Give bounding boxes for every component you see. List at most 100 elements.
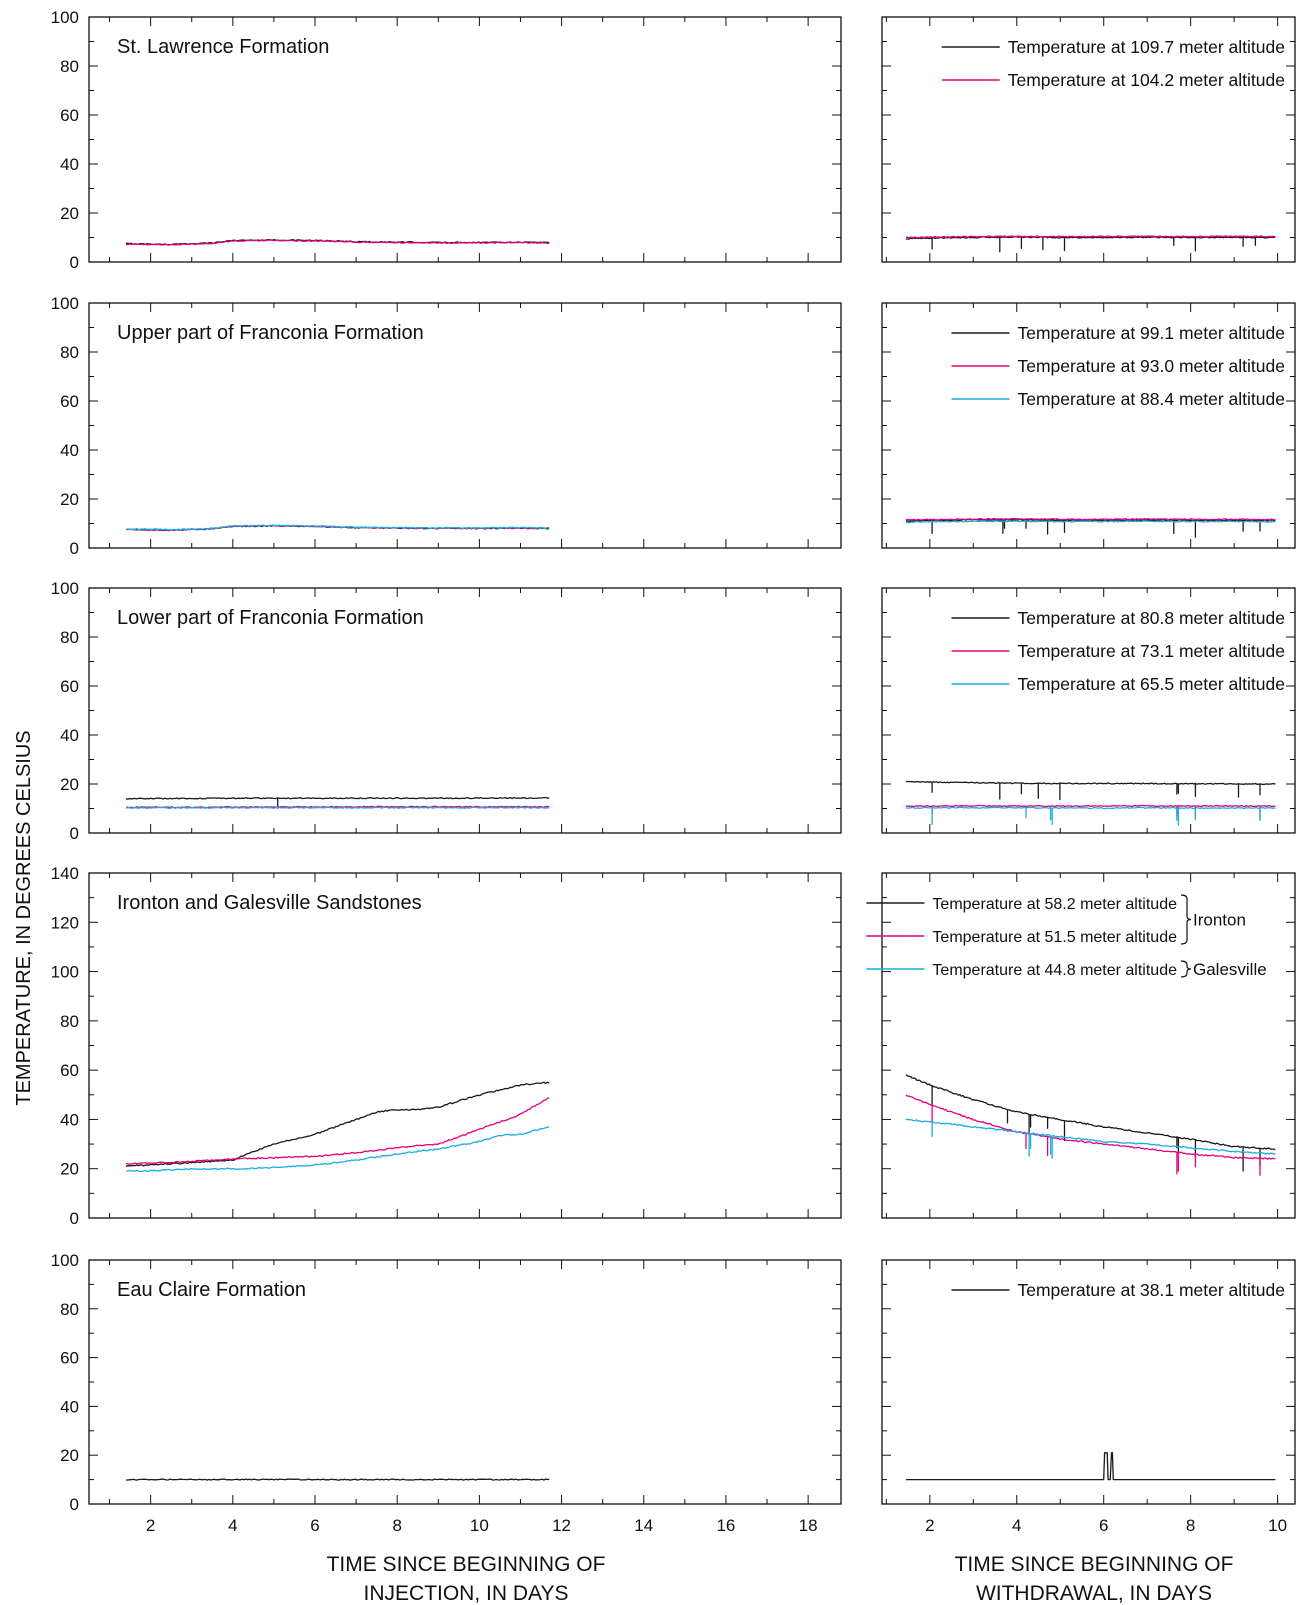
x-axis-label-left-line2: INJECTION, IN DAYS	[364, 1582, 569, 1605]
chart-panel-4: 0 20 40 60 80 100 Lower part of Franconia Form…	[51, 579, 842, 843]
x-tick-label: 4	[228, 1516, 237, 1535]
x-tick-label: 8	[1186, 1516, 1195, 1535]
y-tick-label: 80	[60, 57, 79, 76]
series-line-cyan	[905, 806, 1276, 826]
series-line-black	[125, 1478, 550, 1481]
y-tick-label: 100	[51, 1251, 79, 1270]
panel-title: St. Lawrence Formation	[117, 36, 329, 58]
x-tick-label: 6	[310, 1516, 319, 1535]
panel-title: Eau Claire Formation	[117, 1279, 306, 1301]
legend-label: Temperature at 88.4 meter altitude	[1017, 389, 1285, 409]
series-line-cyan	[125, 1126, 550, 1173]
x-tick-label: 4	[1012, 1516, 1021, 1535]
series-line-black	[905, 780, 1276, 801]
y-tick-label: 60	[60, 1061, 79, 1080]
legend-label: Temperature at 80.8 meter altitude	[1017, 608, 1285, 628]
series-line-black	[125, 796, 550, 809]
y-tick-label: 100	[51, 579, 79, 598]
chart-panel-6: 0 20 40 60 80 100 120 140 Ironton and Galesville…	[51, 864, 842, 1228]
legend-label: Temperature at 93.0 meter altitude	[1017, 356, 1285, 376]
y-tick-label: 0	[70, 253, 79, 272]
legend-label: Temperature at 104.2 meter altitude	[1008, 70, 1285, 90]
y-tick-label: 80	[60, 628, 79, 647]
series-line-magenta	[905, 235, 1276, 239]
legend-brace	[1180, 960, 1192, 978]
legend-label: Temperature at 44.8 meter altitude	[932, 962, 1177, 979]
chart-panel-8: 0 20 40 60 80 100 2 4 6 8 10 12 14 16 18 Eau Claire For…	[51, 1251, 842, 1535]
y-tick-label: 40	[60, 441, 79, 460]
y-tick-label: 60	[60, 392, 79, 411]
y-tick-label: 100	[51, 294, 79, 313]
legend-label: Temperature at 99.1 meter altitude	[1017, 323, 1285, 343]
y-tick-label: 60	[60, 106, 79, 125]
y-tick-label: 0	[70, 824, 79, 843]
x-axis-label-left-line1: TIME SINCE BEGINNING OF	[327, 1553, 606, 1576]
y-tick-label: 20	[60, 775, 79, 794]
y-tick-label: 40	[60, 1397, 79, 1416]
series-line-magenta	[125, 805, 550, 809]
y-tick-label: 20	[60, 1160, 79, 1179]
chart-panel-5: Temperature at 80.8 meter altitude Temper…	[881, 587, 1296, 834]
legend-brace	[1180, 894, 1192, 945]
x-tick-label: 18	[799, 1516, 818, 1535]
x-tick-label: 6	[1099, 1516, 1108, 1535]
y-tick-label: 80	[60, 1012, 79, 1031]
chart-panel-9: 2 4 6 8 10 Temperature at 38.1 meter altitude	[881, 1259, 1296, 1535]
y-axis-label: TEMPERATURE, IN DEGREES CELSIUS	[13, 730, 35, 1105]
y-tick-label: 80	[60, 343, 79, 362]
y-tick-label: 0	[70, 1495, 79, 1514]
chart-panel-7: Temperature at 58.2 meter altitude Temper…	[866, 872, 1296, 1219]
legend-label: Temperature at 38.1 meter altitude	[1017, 1280, 1285, 1300]
legend-label: Temperature at 51.5 meter altitude	[932, 929, 1177, 946]
y-tick-label: 100	[51, 8, 79, 27]
y-tick-label: 140	[51, 864, 79, 883]
plot-frame	[88, 872, 842, 1219]
legend-group-label: Galesville	[1193, 960, 1267, 979]
legend-group-label: Ironton	[1193, 911, 1246, 930]
series-line-magenta	[125, 239, 550, 246]
series-line-black	[905, 1074, 1276, 1172]
x-tick-label: 10	[470, 1516, 489, 1535]
legend-label: Temperature at 58.2 meter altitude	[932, 896, 1177, 913]
series-line-magenta	[905, 517, 1276, 521]
series-line-black	[905, 1452, 1276, 1481]
y-tick-label: 0	[70, 1209, 79, 1228]
x-axis-label-right-line1: TIME SINCE BEGINNING OF	[955, 1553, 1234, 1576]
series-line-cyan	[125, 806, 550, 810]
x-tick-label: 16	[716, 1516, 735, 1535]
legend-label: Temperature at 109.7 meter altitude	[1008, 37, 1285, 57]
x-tick-label: 14	[634, 1516, 653, 1535]
x-tick-label: 8	[392, 1516, 401, 1535]
y-tick-label: 60	[60, 677, 79, 696]
x-tick-label: 2	[925, 1516, 934, 1535]
y-tick-label: 20	[60, 204, 79, 223]
panel-title: Lower part of Franconia Formation	[117, 607, 424, 629]
y-tick-label: 80	[60, 1300, 79, 1319]
series-line-magenta	[905, 804, 1276, 821]
x-tick-label: 12	[552, 1516, 571, 1535]
series-line-magenta	[905, 1094, 1276, 1176]
x-tick-label: 2	[146, 1516, 155, 1535]
y-tick-label: 60	[60, 1349, 79, 1368]
series-line-black	[905, 235, 1276, 253]
x-tick-label: 10	[1268, 1516, 1287, 1535]
y-tick-label: 40	[60, 726, 79, 745]
series-line-cyan	[125, 524, 550, 531]
x-axis-label-right-line2: WITHDRAWAL, IN DAYS	[976, 1582, 1212, 1605]
legend-label: Temperature at 65.5 meter altitude	[1017, 674, 1285, 694]
chart-panel-2: 0 20 40 60 80 100 Upper part of Franconia Form…	[51, 294, 842, 558]
legend-label: Temperature at 73.1 meter altitude	[1017, 641, 1285, 661]
y-tick-label: 0	[70, 539, 79, 558]
series-line-cyan	[905, 520, 1276, 524]
series-line-magenta	[125, 1097, 550, 1165]
y-tick-label: 40	[60, 1110, 79, 1129]
chart-panel-3: Temperature at 99.1 meter altitude Temper…	[881, 302, 1296, 549]
series-line-black	[125, 1081, 550, 1168]
chart-panel-0: 0 20 40 60 80 100 St. Lawrence Formation	[51, 8, 842, 272]
y-tick-label: 20	[60, 490, 79, 509]
y-tick-label: 40	[60, 155, 79, 174]
y-tick-label: 100	[51, 963, 79, 982]
chart-panel-1: Temperature at 109.7 meter altitude Tempe…	[881, 16, 1296, 263]
